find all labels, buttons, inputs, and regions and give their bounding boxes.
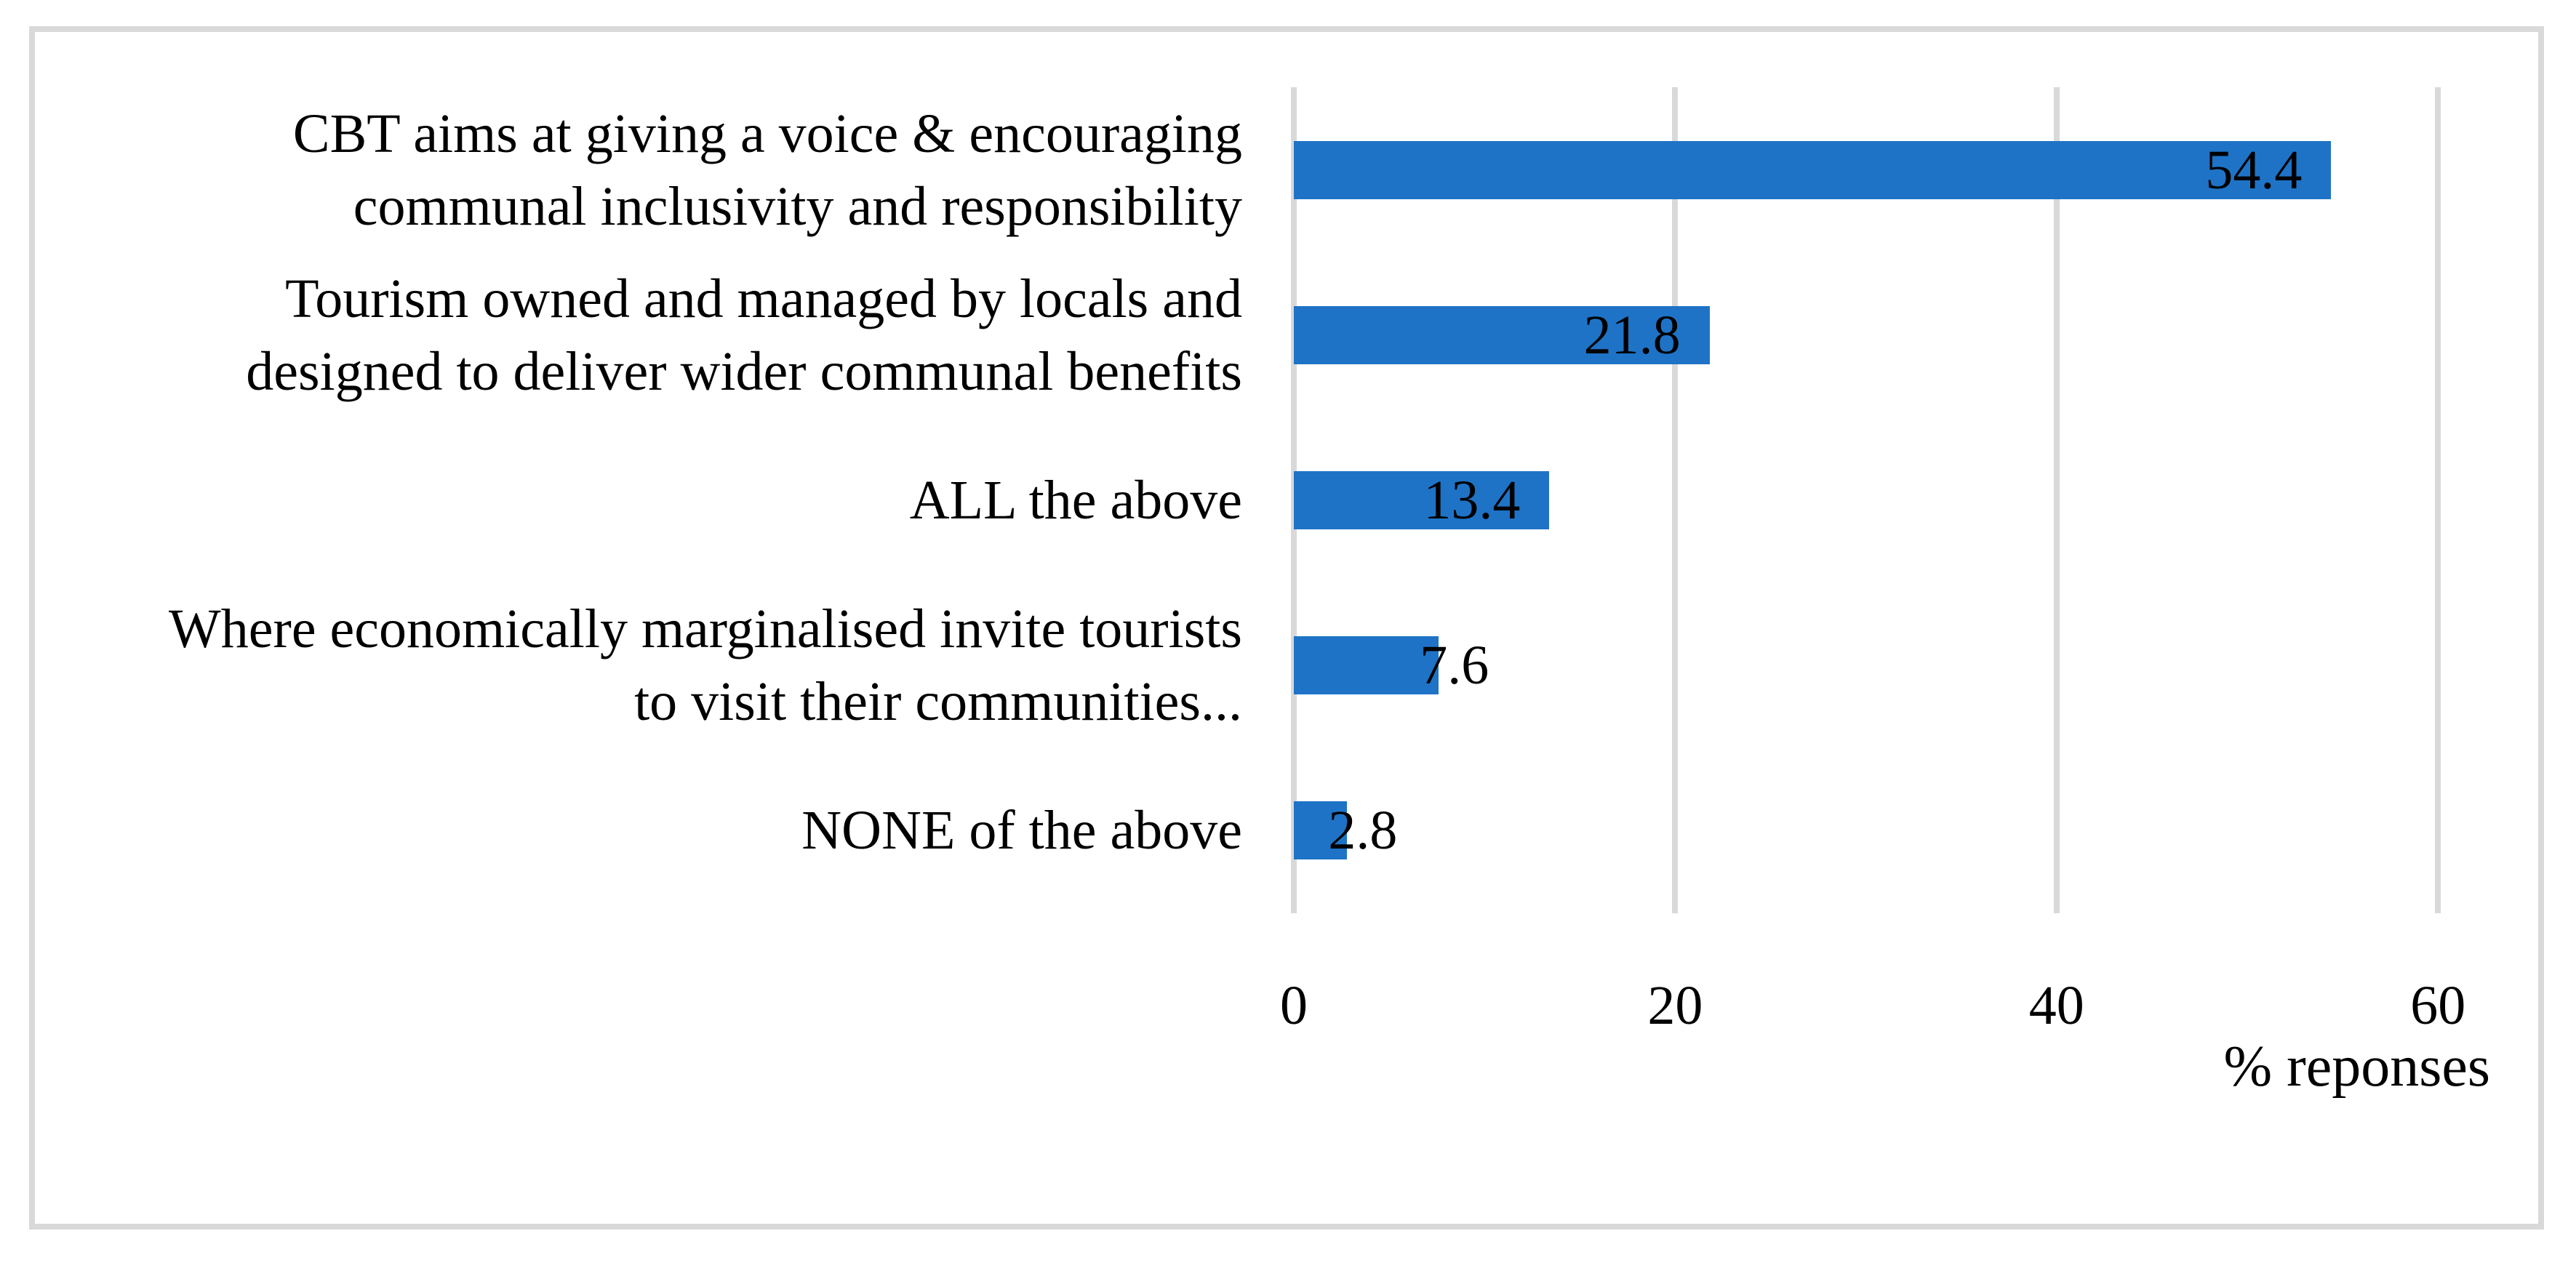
category-label: CBT aims at giving a voice & encouraging…: [292, 103, 1242, 237]
gridline: [1672, 87, 1679, 913]
category-label: Tourism owned and managed by locals and …: [246, 268, 1242, 402]
x-axis: % reponses 0 20 40 60: [35, 32, 2538, 1224]
gridline: [2053, 87, 2060, 913]
bar-value-label: 54.4: [2205, 139, 2303, 201]
plot-area: CBT aims at giving a voice & encouraging…: [35, 32, 2538, 1224]
gridline: [2435, 87, 2441, 913]
bar-value-label: 13.4: [1423, 470, 1521, 531]
category-label: Where economically marginalised invite t…: [169, 598, 1242, 733]
bar: [1294, 801, 1348, 860]
bar-value-label: 7.6: [1420, 635, 1489, 697]
x-tick-label: 0: [1280, 975, 1308, 1036]
category-label: NONE of the above: [801, 800, 1242, 862]
bar: [1294, 636, 1439, 695]
bar-value-label: 21.8: [1583, 304, 1681, 366]
bar: [1294, 305, 1710, 364]
x-tick-label: 40: [2028, 975, 2084, 1036]
bar-value-label: 2.8: [1328, 800, 1398, 862]
x-axis-title: % reponses: [2223, 1035, 2490, 1099]
figure-frame: CBT aims at giving a voice & encouraging…: [29, 26, 2544, 1230]
category-label: ALL the above: [909, 470, 1242, 531]
x-tick-label: 60: [2410, 975, 2466, 1036]
x-tick-label: 20: [1647, 975, 1703, 1036]
bar: [1294, 471, 1550, 529]
bar: [1294, 140, 2332, 199]
